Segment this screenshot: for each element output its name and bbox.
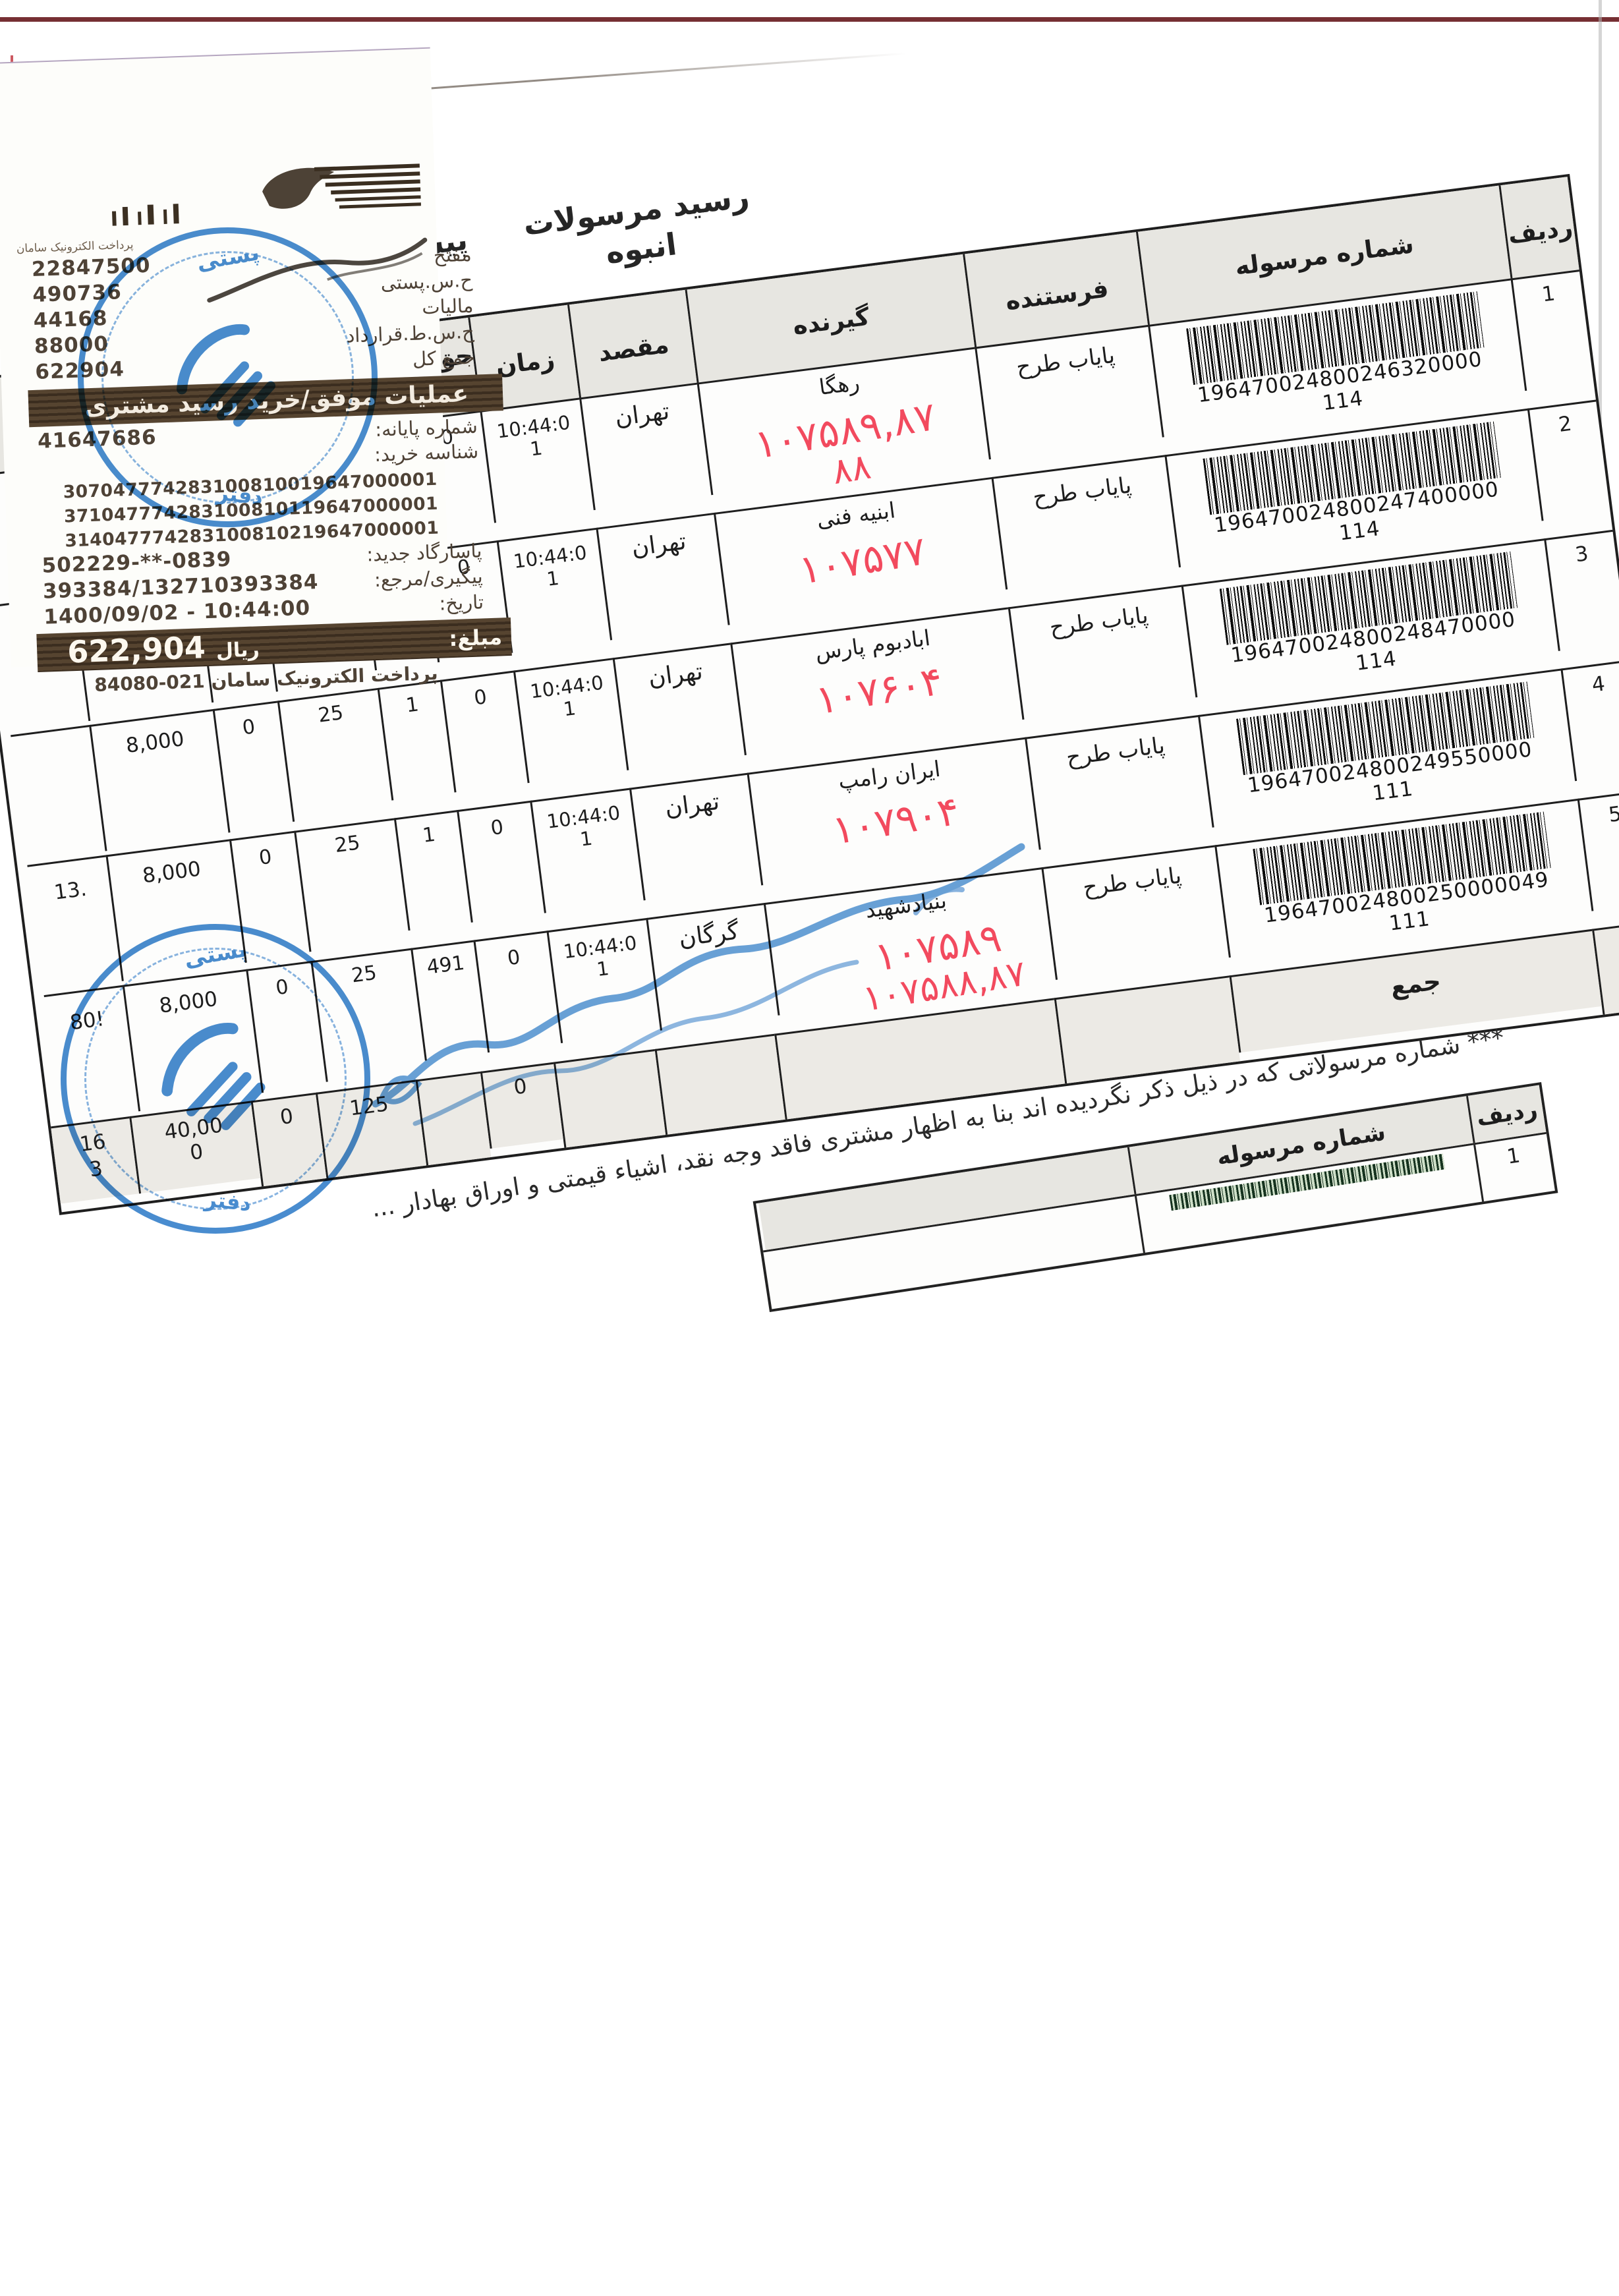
stamp-bottom-text: دفتر (203, 1186, 252, 1217)
scan-top-edge-artifact (0, 17, 1619, 22)
time-cell: 10:44:0 1 (513, 658, 627, 784)
stamp-bottom-text: دفتر (215, 480, 264, 510)
sender-cell: پایاب طرح (991, 455, 1179, 590)
receiver-name: ابنیه فنی (815, 497, 897, 533)
sender-cell: پایاب طرح (1008, 585, 1196, 720)
row-number: 2 (1527, 399, 1610, 521)
destination-cell: تهران (579, 382, 712, 511)
fee-cell: 0 (440, 670, 528, 793)
handwritten-red-note: ۱۰۷۵۷۷ (795, 527, 929, 594)
iran-post-logo (161, 1023, 266, 1130)
iran-post-logo (176, 324, 275, 426)
document-title: رسید مرسولات انبوه (451, 169, 826, 291)
destination-cell: تهران (612, 643, 745, 770)
receiver-name: ابادبوم پارس (813, 625, 932, 666)
handwritten-red-note: ۱۰۷۶۰۴ (812, 658, 946, 724)
time-cell: 10:44:0 1 (496, 527, 611, 653)
header-row-number: ردیف (1498, 177, 1579, 279)
destination-cell: تهران (596, 513, 728, 641)
blue-diagonal-signature-stamp (372, 843, 1025, 1126)
round-postal-stamp-bottom: پستی دفتر (61, 924, 370, 1234)
sender-cell: پایاب طرح (975, 325, 1162, 460)
sender-cell: پایاب طرح (1024, 715, 1212, 850)
row-number: 1 (1510, 270, 1594, 391)
postal-eagle-logo (262, 163, 421, 209)
receiver-name: ایران رامپ (836, 755, 942, 795)
round-postal-stamp-top: پستی دفتر (78, 227, 378, 527)
sender-cell: پایاب طرح (1041, 845, 1229, 980)
header-destination: مقصد (567, 289, 697, 398)
parcel-number-line2: 114 (1321, 386, 1365, 415)
receiver-name: رهگا (817, 369, 861, 401)
